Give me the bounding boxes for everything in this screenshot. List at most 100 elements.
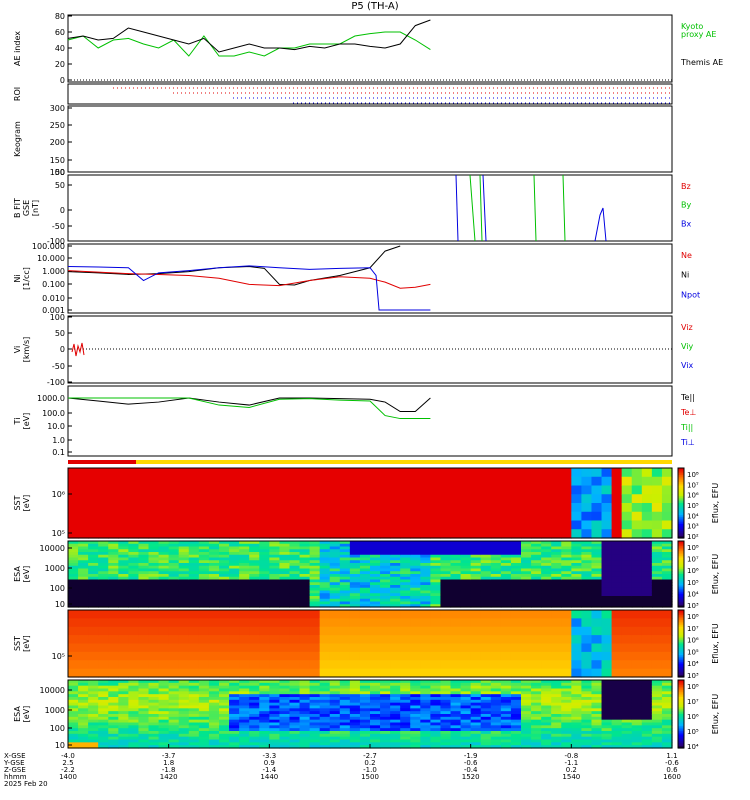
- spectrogram-cell: [208, 546, 220, 550]
- spectrogram-cell: [229, 468, 240, 478]
- spectrogram-cell: [490, 697, 502, 701]
- spectrogram-cell: [490, 688, 502, 692]
- spectrogram-cell: [380, 660, 391, 670]
- spectrogram-cell: [450, 685, 462, 690]
- y-tick-label: 1000.0: [37, 394, 65, 403]
- spectrogram-cell: [500, 557, 512, 561]
- spectrogram-cell: [651, 618, 663, 628]
- spectrogram-cell: [651, 685, 663, 690]
- spectrogram-cell: [229, 593, 240, 597]
- spectrogram-cell: [158, 660, 170, 670]
- spectrogram-cell: [430, 563, 442, 567]
- spectrogram-cell: [390, 543, 401, 548]
- spectrogram-cell: [78, 587, 89, 592]
- spectrogram-cell: [500, 739, 512, 743]
- spectrogram-cell: [158, 560, 170, 564]
- spectrogram-cell: [561, 719, 572, 724]
- spectrogram-cell: [531, 604, 542, 608]
- spectrogram-cell: [188, 587, 200, 592]
- colorbar-cell: [678, 570, 684, 573]
- colorbar-cell: [678, 729, 684, 732]
- spectrogram-cell: [410, 635, 421, 645]
- spectrogram-cell: [118, 699, 129, 704]
- spectrogram-cell: [279, 682, 291, 687]
- spectrogram-cell: [400, 598, 411, 603]
- spectrogram-cell: [128, 511, 140, 522]
- spectrogram-cell: [138, 618, 150, 628]
- spectrogram-cell: [229, 503, 240, 513]
- spectrogram-cell: [541, 694, 552, 698]
- spectrogram-cell: [601, 635, 613, 645]
- spectrogram-cell: [460, 719, 472, 724]
- colorbar-tick-label: 10⁴: [687, 743, 699, 751]
- colorbar-cell: [678, 746, 684, 749]
- spectrogram-cell: [229, 731, 240, 735]
- spectrogram-cell: [400, 697, 411, 701]
- spectrogram-cell: [98, 604, 109, 608]
- spectrogram-cell: [88, 682, 99, 687]
- spectrogram-cell: [349, 520, 361, 530]
- spectrogram-cell: [309, 635, 321, 645]
- spectrogram-cell: [208, 697, 220, 701]
- spectrogram-cell: [138, 546, 150, 550]
- spectrogram-cell: [138, 557, 150, 561]
- spectrogram-cell: [118, 546, 129, 550]
- spectrogram-cell: [178, 714, 190, 718]
- spectrogram-cell: [269, 618, 280, 628]
- spectrogram-cell: [98, 554, 109, 559]
- spectrogram-cell: [269, 739, 280, 743]
- spectrogram-cell: [309, 651, 321, 661]
- spectrogram-cell: [329, 742, 341, 746]
- spectrogram-cell: [108, 585, 119, 589]
- spectrogram-cell: [531, 722, 542, 726]
- spectrogram-cell: [541, 725, 552, 729]
- spectrogram-cell: [118, 560, 129, 564]
- spectrogram-cell: [571, 733, 582, 738]
- spectrogram-cell: [259, 552, 270, 556]
- spectrogram-cell: [651, 691, 663, 695]
- spectrogram-cell: [370, 546, 381, 550]
- spectrogram-cell: [108, 725, 119, 729]
- y-tick-label: 100.000: [32, 242, 65, 251]
- spectrogram-cell: [339, 552, 351, 556]
- spectrogram-cell: [460, 697, 472, 701]
- colorbar-cell: [678, 605, 684, 608]
- spectrogram-cell: [510, 563, 522, 567]
- spectrogram-cell: [551, 520, 562, 530]
- spectrogram-cell: [279, 733, 291, 738]
- spectrogram-cell: [410, 685, 421, 690]
- legend-entry: Ti||: [680, 423, 693, 432]
- spectrogram-cell: [319, 736, 331, 741]
- spectrogram-cell: [158, 568, 170, 572]
- spectrogram-cell: [460, 618, 472, 628]
- spectrogram-cell: [88, 714, 99, 718]
- spectrogram-cell: [601, 699, 613, 704]
- spectrogram-cell: [229, 568, 240, 572]
- spectrogram-cell: [480, 668, 492, 678]
- spectrogram-cell: [239, 635, 250, 645]
- spectrogram-cell: [168, 635, 180, 645]
- spectrogram-cell: [138, 708, 150, 712]
- y-tick-label: 10000: [40, 686, 65, 695]
- spectrogram-cell: [641, 554, 653, 559]
- spectrogram-cell: [339, 742, 351, 746]
- spectrogram-cell: [521, 660, 532, 670]
- spectrogram-cell: [480, 552, 492, 556]
- spectrogram-cell: [420, 576, 431, 581]
- spectrogram-cell: [98, 745, 109, 749]
- spectrogram-cell: [571, 549, 582, 553]
- spectrogram-cell: [631, 688, 643, 692]
- spectrogram-cell: [661, 546, 673, 550]
- colorbar-cell: [678, 542, 684, 545]
- spectrogram-cell: [420, 699, 431, 704]
- spectrogram-cell: [510, 668, 522, 678]
- spectrogram-cell: [168, 563, 180, 567]
- spectrogram-cell: [641, 529, 653, 539]
- spectrogram-cell: [460, 574, 472, 578]
- spectrogram-cell: [249, 529, 260, 539]
- spectrogram-cell: [510, 590, 522, 594]
- x-axis-value: -1.8: [162, 766, 176, 774]
- spectrogram-cell: [410, 728, 421, 732]
- spectrogram-cell: [219, 697, 230, 701]
- spectrogram-cell: [651, 571, 663, 575]
